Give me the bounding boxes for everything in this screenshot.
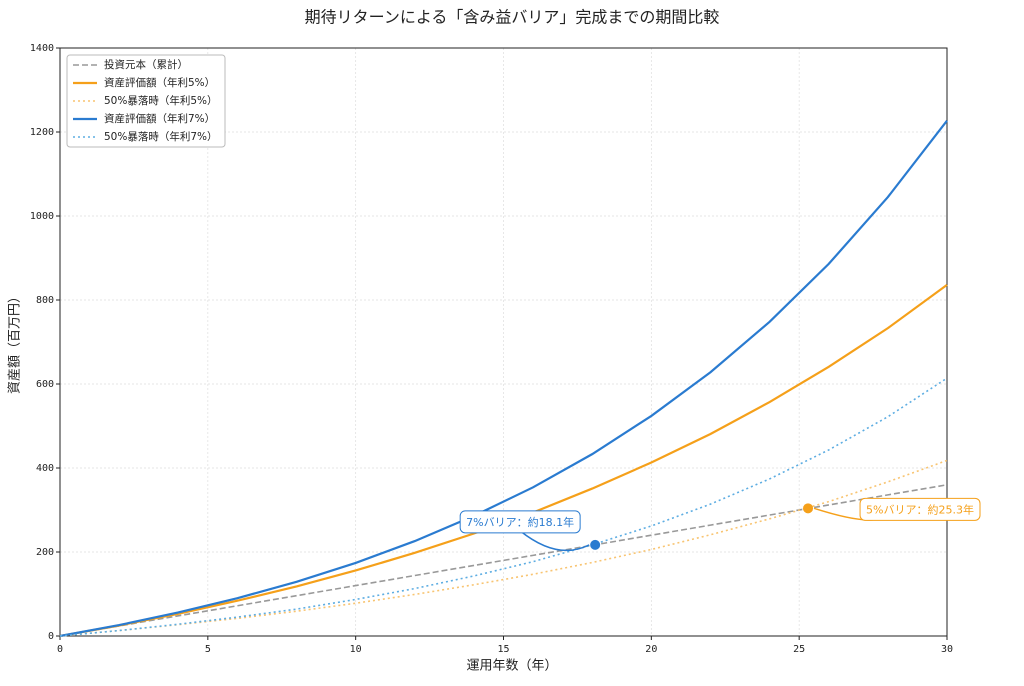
y-tick-label: 1400: [30, 43, 54, 54]
chart-title: 期待リターンによる「含み益バリア」完成までの期間比較: [305, 8, 720, 27]
legend-box: [66, 54, 226, 148]
y-tick-label: 400: [36, 463, 54, 474]
legend-label: 資産評価額（年利5%）: [104, 76, 215, 89]
x-tick-label: 0: [57, 644, 63, 655]
legend-label: 50%暴落時（年利7%）: [104, 130, 218, 143]
annotation-point: [803, 503, 814, 514]
legend-label: 50%暴落時（年利5%）: [104, 94, 218, 107]
y-axis-label: 資産額（百万円）: [7, 290, 23, 394]
x-tick-label: 15: [497, 644, 509, 655]
annotation-arrow: [519, 530, 590, 552]
annotation-box: [859, 497, 981, 521]
annotation-label: 7%バリア：約18.1年: [466, 515, 574, 529]
x-tick-label: 25: [793, 644, 805, 655]
y-tick-label: 600: [36, 379, 54, 390]
y-tick-label: 1000: [30, 211, 54, 222]
x-tick-label: 30: [941, 644, 953, 655]
x-axis-label: 運用年数（年）: [466, 659, 557, 674]
series-line: [59, 459, 948, 637]
legend-label: 資産評価額（年利7%）: [104, 112, 215, 125]
annotation-label: 5%バリア：約25.3年: [866, 502, 974, 516]
y-tick-label: 1200: [30, 127, 54, 138]
x-tick-label: 20: [645, 644, 657, 655]
legend: 投資元本（累計） 資産評価額（年利5%） 50%暴落時（年利5%） 資産評価額（年利7…: [66, 54, 226, 148]
x-tick-label: 5: [205, 644, 211, 655]
series-line: [59, 119, 948, 638]
annotation-box: [459, 510, 581, 534]
y-tick-label: 200: [36, 547, 54, 558]
legend-label: 投資元本（累計）: [104, 58, 188, 71]
plot-frame: [59, 47, 948, 637]
y-tick-label: 0: [48, 631, 54, 642]
annotation-point: [590, 539, 601, 550]
x-tick-label: 10: [350, 644, 362, 655]
y-tick-label: 800: [36, 295, 54, 306]
